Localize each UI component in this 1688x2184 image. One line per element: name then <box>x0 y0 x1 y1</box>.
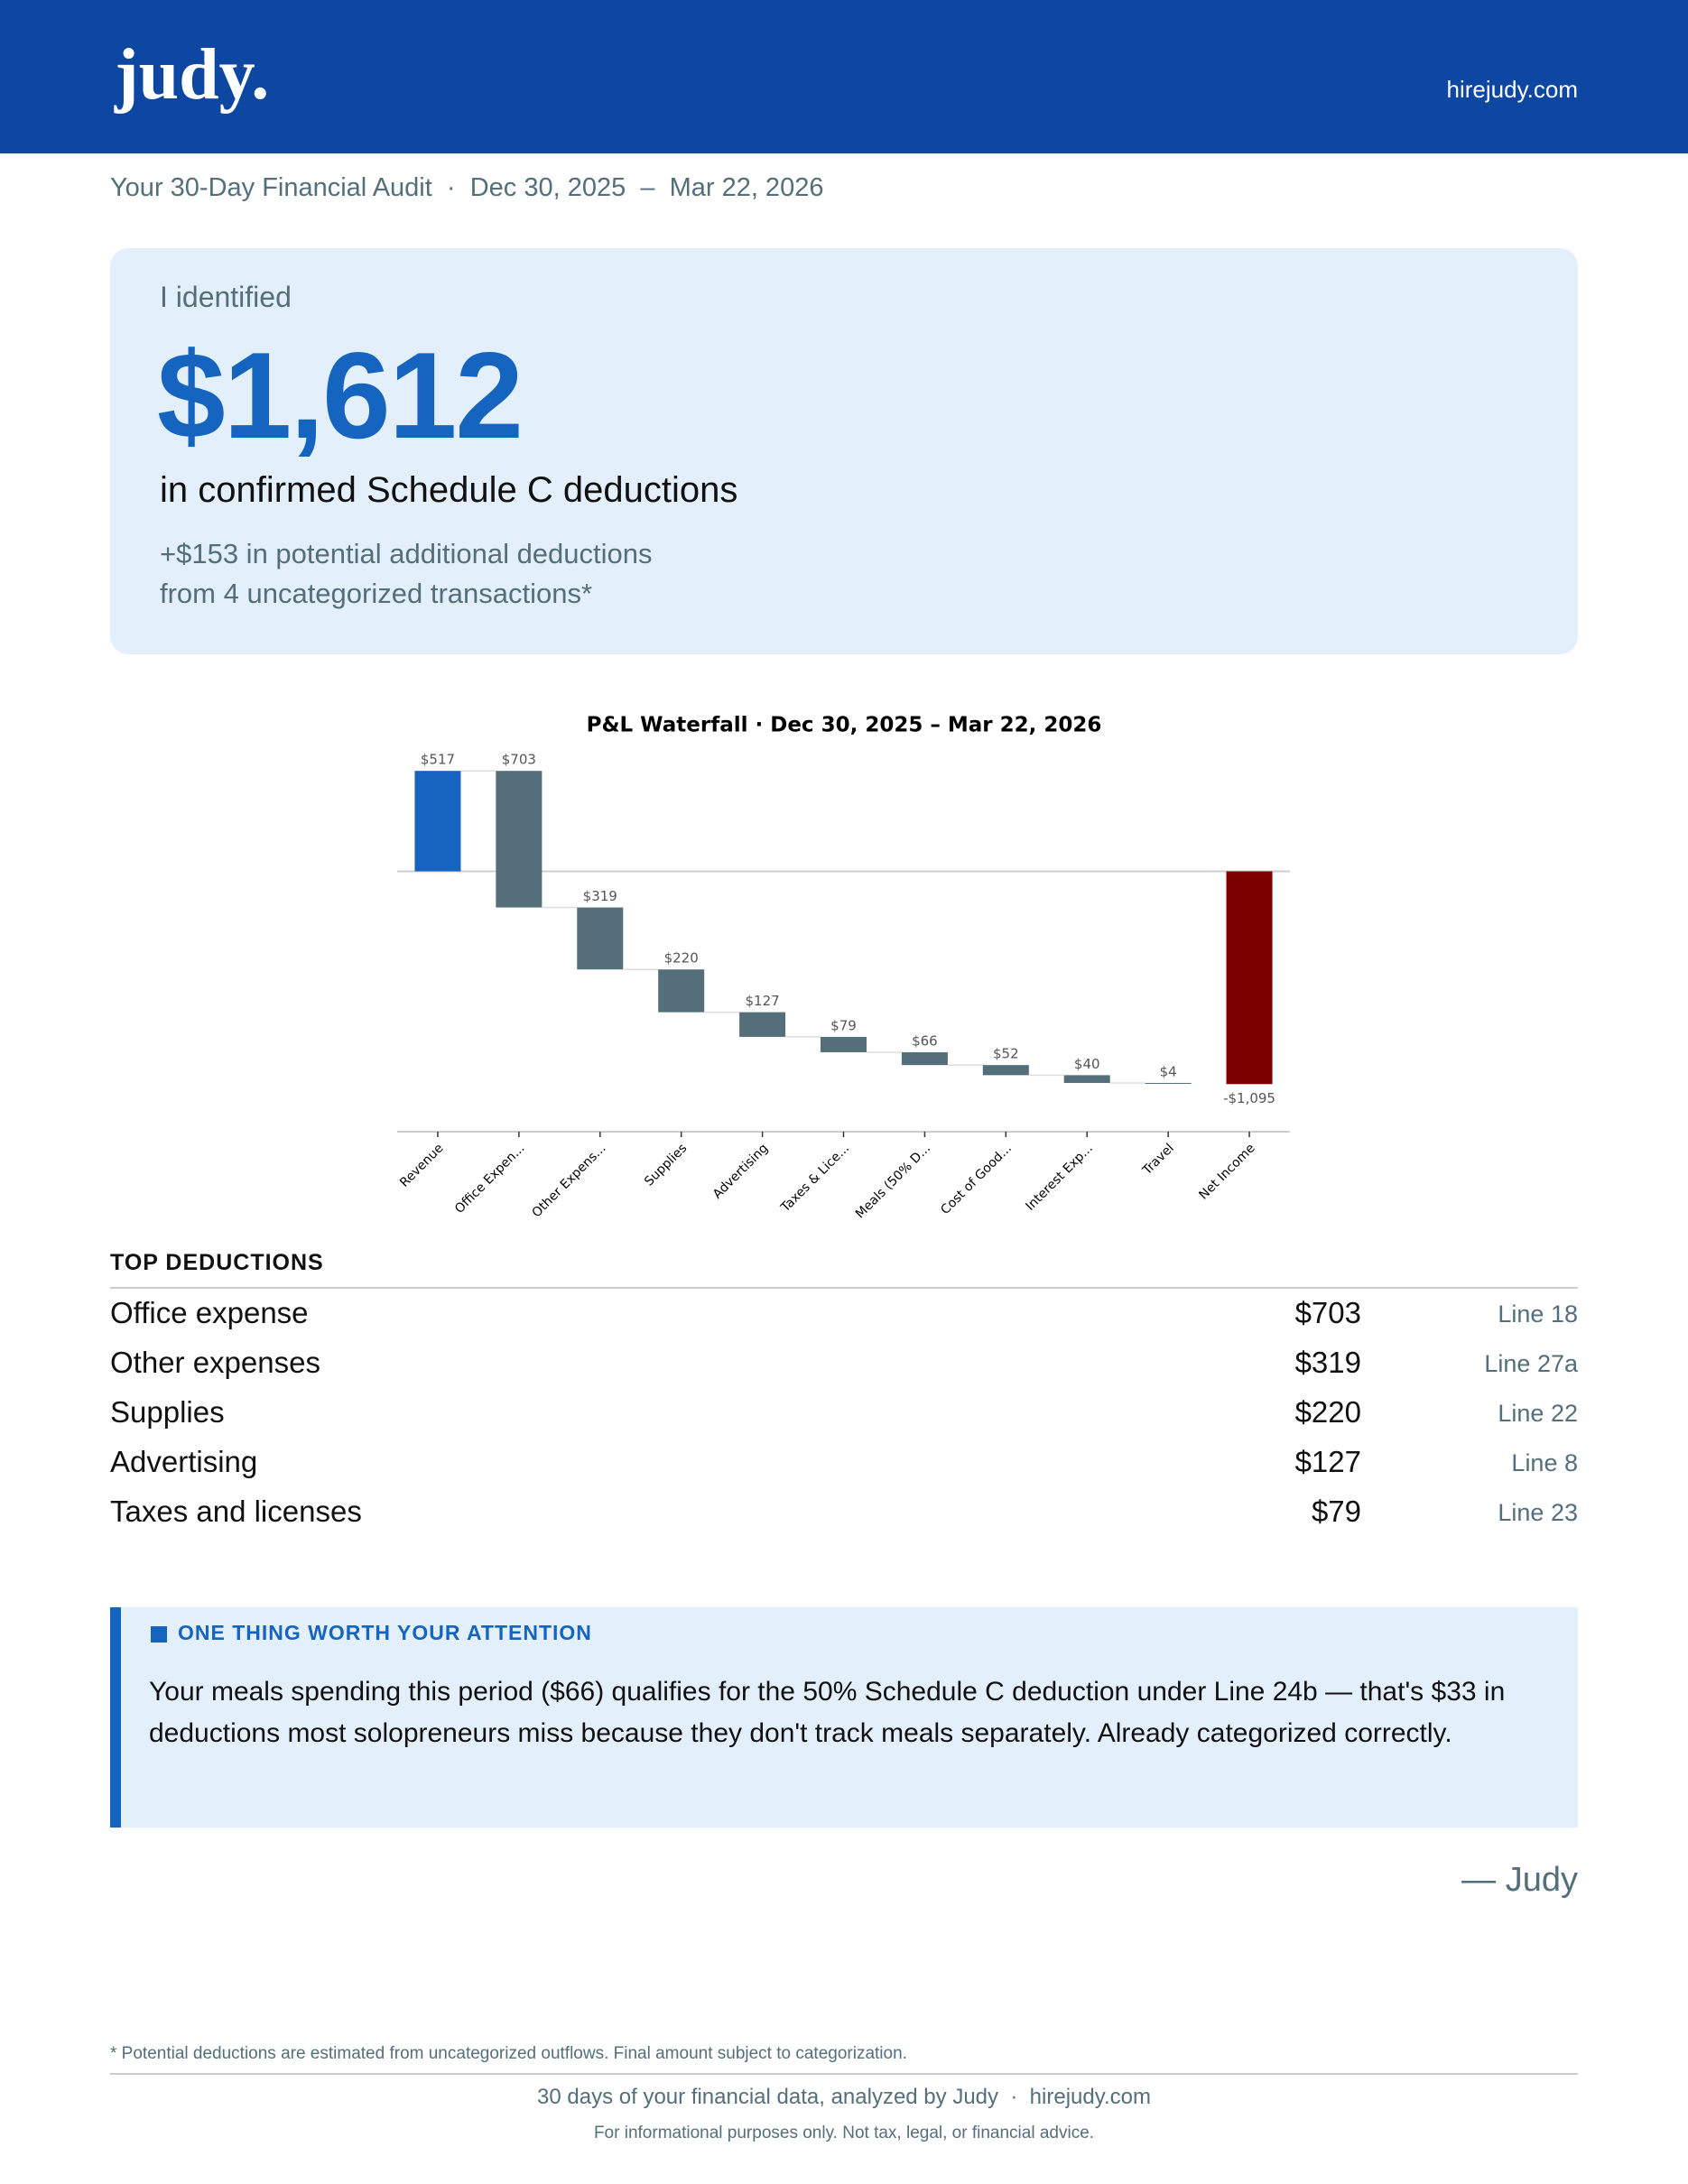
value-label: $66 <box>912 1032 938 1049</box>
value-label: $220 <box>664 950 699 967</box>
attention-box <box>110 1607 1578 1828</box>
value-label: $79 <box>830 1017 857 1033</box>
bar <box>821 1036 867 1052</box>
deduction-amount: $127 <box>1294 1445 1361 1478</box>
value-label: $703 <box>502 752 536 768</box>
bar <box>496 771 543 908</box>
x-tick-label: Cost of Good... <box>938 1141 1015 1217</box>
value-label: $52 <box>993 1046 1019 1062</box>
header-url[interactable]: hirejudy.com <box>1446 76 1578 103</box>
x-tick-label: Office Expen... <box>452 1141 528 1217</box>
attention-body: Your meals spending this period ($66) qu… <box>149 1677 1506 1748</box>
summary-amount: $1,612 <box>157 327 524 464</box>
x-tick-label: Taxes & Lice... <box>778 1141 853 1216</box>
deduction-line: Line 18 <box>1498 1300 1578 1328</box>
deduction-line: Line 8 <box>1511 1449 1578 1476</box>
value-label: $517 <box>421 752 455 768</box>
deduction-line: Line 22 <box>1498 1400 1578 1427</box>
x-tick-label: Net Income <box>1196 1141 1257 1202</box>
x-tick-label: Travel <box>1139 1141 1176 1178</box>
attention-accent <box>110 1607 121 1828</box>
bar <box>982 1065 1029 1076</box>
bar <box>1063 1075 1110 1083</box>
value-label: -$1,095 <box>1223 1090 1275 1106</box>
disclaimer: For informational purposes only. Not tax… <box>593 2124 1095 2142</box>
deduction-name: Other expenses <box>110 1346 320 1379</box>
value-label: $4 <box>1160 1063 1177 1079</box>
bar <box>1226 871 1273 1085</box>
deduction-name: Office expense <box>110 1296 309 1329</box>
header-band <box>0 0 1688 153</box>
summary-potential: from 4 uncategorized transactions* <box>160 578 593 609</box>
rule <box>110 2073 1578 2075</box>
bar <box>1145 1082 1192 1084</box>
signature: — Judy <box>1461 1861 1578 1899</box>
x-tick-label: Interest Exp... <box>1023 1141 1095 1213</box>
section-title: TOP DEDUCTIONS <box>110 1250 324 1275</box>
value-label: $40 <box>1074 1056 1100 1072</box>
logo: judy. <box>115 35 270 115</box>
attention-title: ONE THING WORTH YOUR ATTENTION <box>178 1621 592 1644</box>
summary-intro: I identified <box>160 281 292 313</box>
deduction-name: Taxes and licenses <box>110 1495 362 1528</box>
chart-title: P&L Waterfall · Dec 30, 2025 – Mar 22, 2… <box>587 714 1102 737</box>
x-tick-label: Meals (50% D... <box>853 1141 933 1218</box>
summary-card <box>110 248 1578 654</box>
summary-caption: in confirmed Schedule C deductions <box>160 470 738 510</box>
value-label: $127 <box>745 993 779 1009</box>
x-tick-label: Revenue <box>397 1141 446 1189</box>
deduction-amount: $703 <box>1294 1296 1361 1329</box>
subtitle: Your 30-Day Financial Audit · Dec 30, 20… <box>110 173 824 202</box>
deduction-amount: $79 <box>1311 1495 1361 1528</box>
deduction-name: Supplies <box>110 1395 225 1429</box>
attention-icon <box>151 1626 167 1643</box>
bar <box>414 771 461 872</box>
deduction-amount: $220 <box>1294 1395 1361 1429</box>
bar <box>901 1051 948 1066</box>
x-tick-label: Advertising <box>710 1141 771 1201</box>
footer-line: 30 days of your financial data, analyzed… <box>537 2085 1151 2109</box>
deduction-line: Line 23 <box>1498 1499 1578 1526</box>
bar <box>739 1012 786 1037</box>
x-tick-label: Supplies <box>642 1141 690 1189</box>
rule <box>110 1287 1578 1289</box>
x-tick-label: Other Expens... <box>529 1141 608 1218</box>
bar <box>577 907 624 970</box>
waterfall-chart: P&L Waterfall · Dec 30, 2025 – Mar 22, 2… <box>397 714 1290 1218</box>
deduction-name: Advertising <box>110 1445 258 1478</box>
footnote: * Potential deductions are estimated fro… <box>110 2044 907 2063</box>
summary-potential: +$153 in potential additional deductions <box>160 538 653 569</box>
deduction-line: Line 27a <box>1484 1350 1578 1377</box>
deduction-amount: $319 <box>1294 1346 1361 1379</box>
bar <box>658 969 705 1013</box>
value-label: $319 <box>583 888 617 904</box>
